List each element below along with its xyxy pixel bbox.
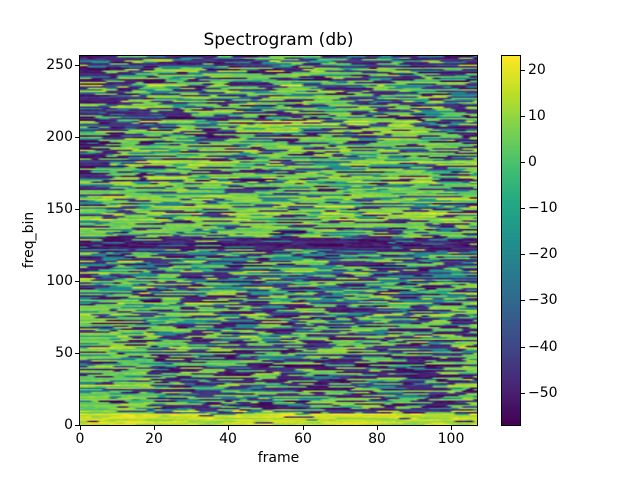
colorbar-tick-label: −40 — [528, 339, 558, 355]
x-tick-label: 100 — [437, 431, 465, 447]
colorbar-tick-mark — [521, 300, 525, 301]
spectrogram-heatmap — [80, 56, 477, 425]
x-tick-label: 60 — [294, 431, 312, 447]
colorbar-tick-label: −10 — [528, 200, 558, 216]
colorbar-tick-mark — [521, 162, 525, 163]
heatmap-frame — [79, 55, 478, 426]
y-tick-label: 200 — [46, 129, 73, 145]
x-tick-label: 0 — [75, 431, 85, 447]
y-tick-label: 100 — [46, 273, 73, 289]
x-tick-mark — [154, 426, 155, 430]
y-tick-mark — [75, 65, 79, 66]
colorbar-tick-mark — [521, 393, 525, 394]
x-axis-label: frame — [257, 450, 300, 466]
y-axis-label: freq_bin — [21, 211, 37, 269]
x-tick-mark — [377, 426, 378, 430]
x-tick-label: 20 — [145, 431, 163, 447]
y-tick-label: 0 — [64, 417, 73, 433]
x-tick-mark — [228, 426, 229, 430]
colorbar-tick-label: −50 — [528, 385, 558, 401]
colorbar — [502, 56, 520, 425]
x-tick-mark — [451, 426, 452, 430]
chart-title: Spectrogram (db) — [203, 30, 354, 50]
colorbar-tick-label: 20 — [528, 62, 546, 78]
colorbar-tick-mark — [521, 116, 525, 117]
colorbar-tick-mark — [521, 347, 525, 348]
y-tick-mark — [75, 209, 79, 210]
colorbar-tick-label: −20 — [528, 246, 558, 262]
colorbar-tick-mark — [521, 254, 525, 255]
y-tick-label: 250 — [46, 57, 73, 73]
x-tick-label: 80 — [368, 431, 386, 447]
colorbar-tick-label: 0 — [528, 154, 537, 170]
y-tick-label: 150 — [46, 201, 73, 217]
y-tick-mark — [75, 353, 79, 354]
colorbar-tick-label: −30 — [528, 292, 558, 308]
colorbar-tick-mark — [521, 208, 525, 209]
y-tick-label: 50 — [55, 345, 73, 361]
x-tick-mark — [303, 426, 304, 430]
colorbar-tick-label: 10 — [528, 108, 546, 124]
x-tick-mark — [80, 426, 81, 430]
y-tick-mark — [75, 425, 79, 426]
y-tick-mark — [75, 281, 79, 282]
y-tick-mark — [75, 137, 79, 138]
colorbar-tick-mark — [521, 70, 525, 71]
x-tick-label: 40 — [219, 431, 237, 447]
colorbar-frame — [501, 55, 521, 426]
